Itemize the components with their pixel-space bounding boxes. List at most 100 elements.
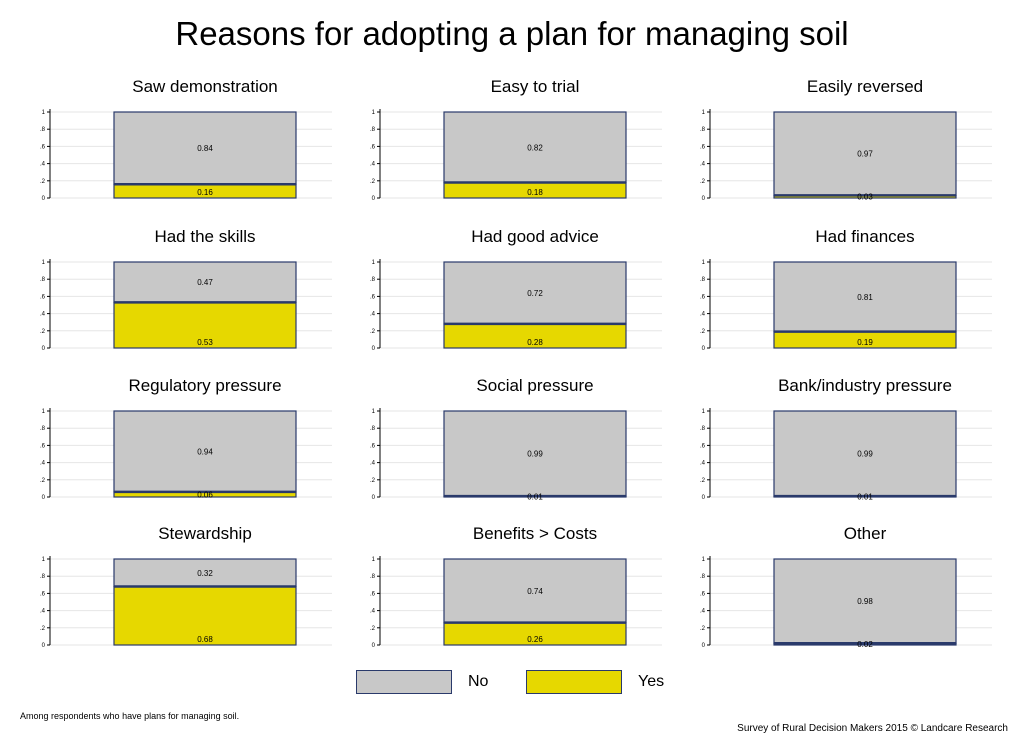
y-tick-label: .6 <box>40 443 46 449</box>
bar-no <box>773 111 957 197</box>
data-label-no: 0.99 <box>527 450 543 459</box>
data-label-yes: 0.26 <box>527 635 543 644</box>
y-tick-label: .2 <box>370 179 376 185</box>
chart-title: Reasons for adopting a plan for managing… <box>175 15 849 52</box>
data-label-no: 0.32 <box>197 569 213 578</box>
panel-title: Had finances <box>815 227 914 246</box>
y-tick-label: .4 <box>40 461 46 467</box>
y-tick-label: .6 <box>370 443 376 449</box>
y-tick-label: .2 <box>700 626 706 632</box>
y-tick-label: 1 <box>42 110 46 116</box>
panel-title: Other <box>844 524 887 543</box>
panel-title: Easily reversed <box>807 77 923 96</box>
y-tick-label: 0 <box>42 346 46 352</box>
chart-panels: Saw demonstration 0 .2 .4 .6 .8 1 0.84 0.16 Easy … <box>40 77 992 649</box>
data-label-no: 0.81 <box>857 293 873 302</box>
y-tick-label: 1 <box>372 409 376 415</box>
panel-title: Regulatory pressure <box>128 376 281 395</box>
y-tick-label: .2 <box>700 329 706 335</box>
data-label-yes: 0.01 <box>857 493 873 502</box>
y-tick-label: 1 <box>702 557 706 563</box>
legend-swatch-yes <box>526 670 622 694</box>
bar-no <box>113 261 297 304</box>
y-tick-label: 0 <box>372 346 376 352</box>
y-tick-label: 1 <box>372 260 376 266</box>
y-tick-label: .4 <box>370 312 376 318</box>
bar-no <box>443 558 627 624</box>
y-tick-label: .6 <box>700 294 706 300</box>
y-tick-label: .8 <box>370 127 376 133</box>
data-label-yes: 0.03 <box>857 193 873 202</box>
y-tick-label: .4 <box>700 162 706 168</box>
data-label-yes: 0.19 <box>857 338 873 347</box>
y-tick-label: .2 <box>40 329 46 335</box>
data-label-no: 0.98 <box>857 597 873 606</box>
data-label-yes: 0.01 <box>527 493 543 502</box>
bar-no <box>113 410 297 493</box>
y-tick-label: .6 <box>40 294 46 300</box>
y-tick-label: .8 <box>370 426 376 432</box>
y-tick-label: .6 <box>370 591 376 597</box>
y-tick-label: .6 <box>700 591 706 597</box>
y-tick-label: 1 <box>42 409 46 415</box>
y-tick-label: 1 <box>372 557 376 563</box>
y-tick-label: .8 <box>40 574 46 580</box>
legend-swatch-no <box>356 670 452 694</box>
bar-no <box>773 261 957 333</box>
y-tick-label: .4 <box>40 609 46 615</box>
bar-no <box>443 261 627 325</box>
panel-title: Had the skills <box>154 227 255 246</box>
y-tick-label: .8 <box>40 127 46 133</box>
y-tick-label: 0 <box>42 643 46 649</box>
y-tick-label: .8 <box>700 426 706 432</box>
bar-yes <box>443 323 627 349</box>
footnote-left: Among respondents who have plans for man… <box>20 711 240 721</box>
panel-title: Easy to trial <box>491 77 580 96</box>
data-label-yes: 0.18 <box>527 188 543 197</box>
data-label-yes: 0.02 <box>857 640 873 649</box>
y-tick-label: .2 <box>40 478 46 484</box>
y-tick-label: 0 <box>702 346 706 352</box>
panel-title: Stewardship <box>158 524 252 543</box>
y-tick-label: .8 <box>370 574 376 580</box>
y-tick-label: .2 <box>370 626 376 632</box>
y-tick-label: .2 <box>40 179 46 185</box>
data-label-no: 0.74 <box>527 587 543 596</box>
data-label-no: 0.94 <box>197 447 213 456</box>
y-tick-label: .2 <box>700 478 706 484</box>
data-label-no: 0.47 <box>197 278 213 287</box>
panel-title: Social pressure <box>476 376 593 395</box>
y-tick-label: 0 <box>702 495 706 501</box>
bar-no <box>443 111 627 184</box>
panel-title: Bank/industry pressure <box>778 376 952 395</box>
y-tick-label: 1 <box>702 110 706 116</box>
data-label-yes: 0.53 <box>197 338 213 347</box>
panel-title: Had good advice <box>471 227 599 246</box>
legend-label-no: No <box>468 673 489 690</box>
y-tick-label: .4 <box>370 461 376 467</box>
y-tick-label: .6 <box>40 591 46 597</box>
footnote-right: Survey of Rural Decision Makers 2015 © L… <box>737 723 1008 734</box>
y-tick-label: .6 <box>40 144 46 150</box>
y-tick-label: .6 <box>700 443 706 449</box>
data-label-no: 0.72 <box>527 289 543 298</box>
y-tick-label: .2 <box>40 626 46 632</box>
y-tick-label: 0 <box>702 643 706 649</box>
y-tick-label: .8 <box>40 426 46 432</box>
y-tick-label: .4 <box>700 609 706 615</box>
bar-yes <box>113 301 297 349</box>
y-tick-label: 0 <box>372 643 376 649</box>
data-label-no: 0.84 <box>197 144 213 153</box>
bar-no <box>773 410 957 497</box>
y-tick-label: 0 <box>42 495 46 501</box>
y-tick-label: .4 <box>40 162 46 168</box>
y-tick-label: .2 <box>700 179 706 185</box>
y-tick-label: .6 <box>700 144 706 150</box>
y-tick-label: .8 <box>700 277 706 283</box>
data-label-yes: 0.06 <box>197 490 213 499</box>
data-label-no: 0.97 <box>857 150 873 159</box>
bar-no <box>113 558 297 588</box>
y-tick-label: 1 <box>42 260 46 266</box>
y-tick-label: .8 <box>700 574 706 580</box>
data-label-no: 0.82 <box>527 143 543 152</box>
